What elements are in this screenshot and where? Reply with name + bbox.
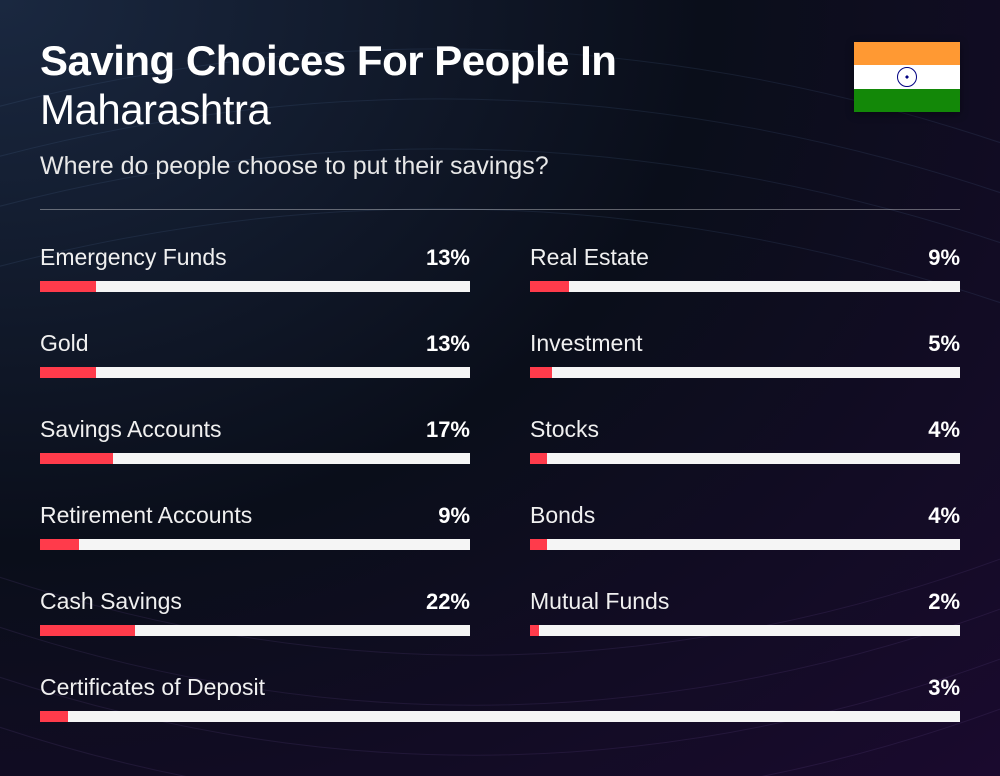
bar-fill bbox=[40, 539, 79, 550]
bar-fill bbox=[530, 539, 547, 550]
bar-track bbox=[40, 539, 470, 550]
chart-grid: Emergency Funds 13% Real Estate 9% Gold 13% In… bbox=[40, 244, 960, 722]
bar-fill bbox=[40, 281, 96, 292]
chart-item: Savings Accounts 17% bbox=[40, 416, 470, 464]
chart-item-head: Mutual Funds 2% bbox=[530, 588, 960, 615]
chart-item: Retirement Accounts 9% bbox=[40, 502, 470, 550]
chart-item-label: Investment bbox=[530, 330, 643, 357]
chart-item-label: Stocks bbox=[530, 416, 599, 443]
chart-item: Certificates of Deposit 3% bbox=[40, 674, 960, 722]
bar-track bbox=[530, 453, 960, 464]
bar-track bbox=[40, 453, 470, 464]
bar-fill bbox=[530, 367, 552, 378]
bar-track bbox=[530, 367, 960, 378]
header: Saving Choices For People In Maharashtra… bbox=[40, 38, 960, 181]
bar-track bbox=[40, 281, 470, 292]
chart-item-label: Gold bbox=[40, 330, 89, 357]
chart-item-head: Emergency Funds 13% bbox=[40, 244, 470, 271]
flag-green-stripe bbox=[854, 89, 960, 112]
chart-item: Emergency Funds 13% bbox=[40, 244, 470, 292]
chart-item-value: 17% bbox=[426, 417, 470, 443]
flag-white-stripe bbox=[854, 65, 960, 88]
chart-item: Stocks 4% bbox=[530, 416, 960, 464]
chart-item-value: 9% bbox=[438, 503, 470, 529]
bar-fill bbox=[530, 281, 569, 292]
flag-saffron-stripe bbox=[854, 42, 960, 65]
chart-item-label: Emergency Funds bbox=[40, 244, 227, 271]
bar-fill bbox=[40, 711, 68, 722]
chart-item-label: Mutual Funds bbox=[530, 588, 669, 615]
divider bbox=[40, 209, 960, 210]
chart-item: Gold 13% bbox=[40, 330, 470, 378]
chart-item-value: 4% bbox=[928, 503, 960, 529]
chart-item-head: Real Estate 9% bbox=[530, 244, 960, 271]
chart-item-head: Savings Accounts 17% bbox=[40, 416, 470, 443]
bar-track bbox=[40, 625, 470, 636]
chart-item: Mutual Funds 2% bbox=[530, 588, 960, 636]
title-line-2: Maharashtra bbox=[40, 86, 960, 134]
ashoka-chakra-icon bbox=[897, 67, 917, 87]
chart-item: Bonds 4% bbox=[530, 502, 960, 550]
chart-item-value: 3% bbox=[928, 675, 960, 701]
chart-item-label: Retirement Accounts bbox=[40, 502, 252, 529]
chart-item-label: Cash Savings bbox=[40, 588, 182, 615]
chart-item-label: Real Estate bbox=[530, 244, 649, 271]
title-line-1: Saving Choices For People In bbox=[40, 38, 960, 84]
chart-item-value: 22% bbox=[426, 589, 470, 615]
chart-item-label: Certificates of Deposit bbox=[40, 674, 265, 701]
chart-item-label: Savings Accounts bbox=[40, 416, 222, 443]
chart-item-value: 2% bbox=[928, 589, 960, 615]
chart-item-head: Stocks 4% bbox=[530, 416, 960, 443]
bar-track bbox=[40, 711, 960, 722]
india-flag-icon bbox=[854, 42, 960, 112]
bar-fill bbox=[530, 625, 539, 636]
chart-item-value: 13% bbox=[426, 331, 470, 357]
chart-item-head: Cash Savings 22% bbox=[40, 588, 470, 615]
bar-fill bbox=[40, 367, 96, 378]
bar-track bbox=[530, 539, 960, 550]
chart-item-label: Bonds bbox=[530, 502, 595, 529]
bar-track bbox=[530, 625, 960, 636]
main-container: Saving Choices For People In Maharashtra… bbox=[0, 0, 1000, 760]
chart-item-head: Bonds 4% bbox=[530, 502, 960, 529]
subtitle: Where do people choose to put their savi… bbox=[40, 152, 960, 181]
bar-fill bbox=[530, 453, 547, 464]
chart-item-value: 9% bbox=[928, 245, 960, 271]
bar-track bbox=[530, 281, 960, 292]
chart-item-head: Certificates of Deposit 3% bbox=[40, 674, 960, 701]
chart-item-value: 13% bbox=[426, 245, 470, 271]
chart-item-head: Gold 13% bbox=[40, 330, 470, 357]
chart-item-head: Investment 5% bbox=[530, 330, 960, 357]
chart-item: Cash Savings 22% bbox=[40, 588, 470, 636]
bar-track bbox=[40, 367, 470, 378]
chart-item-value: 4% bbox=[928, 417, 960, 443]
chart-item: Real Estate 9% bbox=[530, 244, 960, 292]
bar-fill bbox=[40, 453, 113, 464]
chart-item-value: 5% bbox=[928, 331, 960, 357]
chart-item: Investment 5% bbox=[530, 330, 960, 378]
chart-item-head: Retirement Accounts 9% bbox=[40, 502, 470, 529]
bar-fill bbox=[40, 625, 135, 636]
